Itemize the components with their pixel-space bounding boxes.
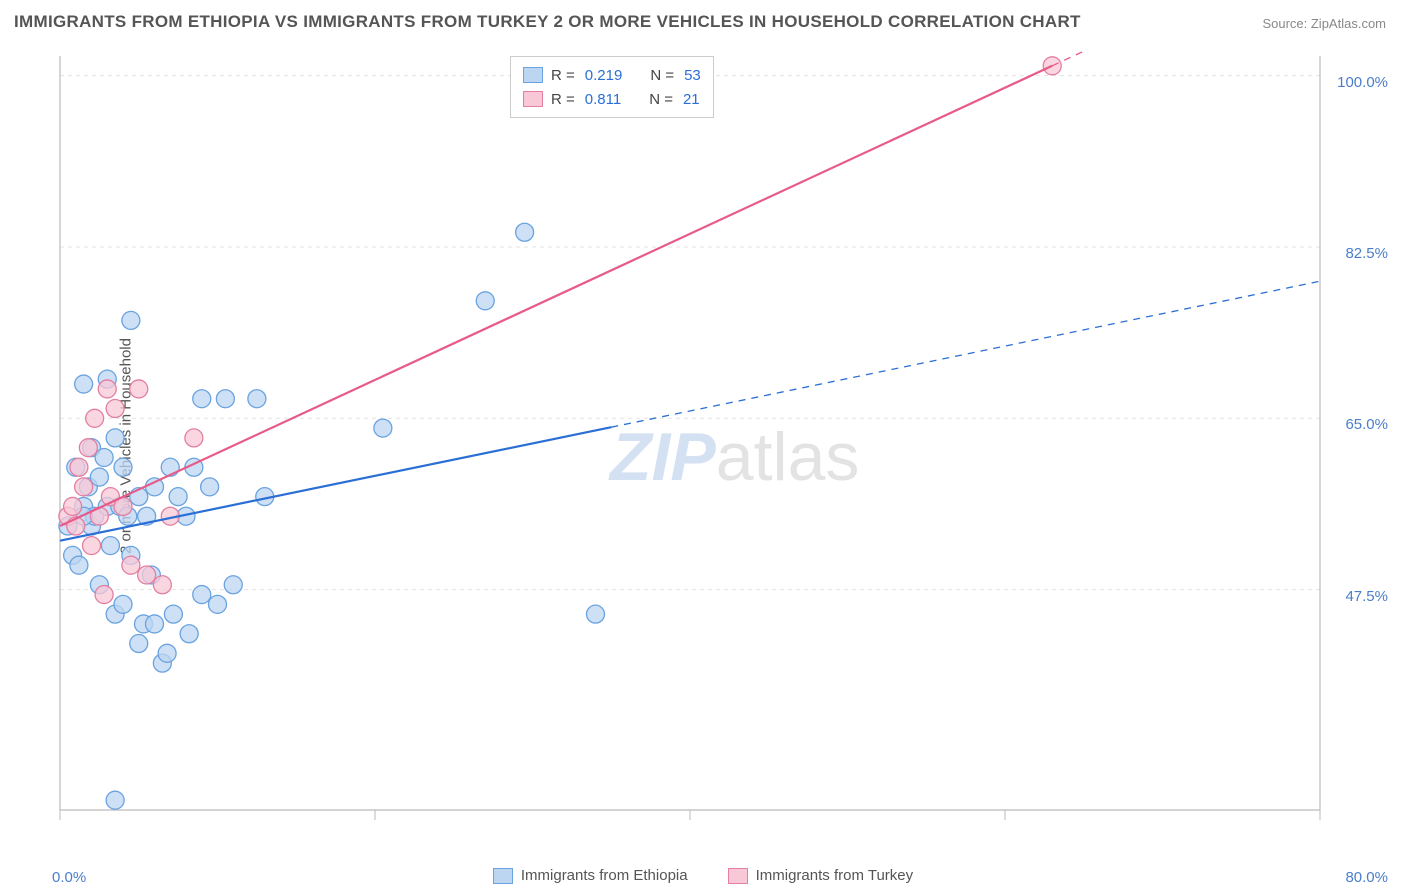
stats-legend: R = 0.219 N = 53 R = 0.811 N = 21	[510, 56, 714, 118]
r-label: R =	[551, 67, 575, 84]
y-tick-label: 100.0%	[1337, 74, 1388, 91]
n-value: 21	[683, 91, 700, 108]
r-label: R =	[551, 91, 575, 108]
legend-item-label: Immigrants from Ethiopia	[521, 867, 688, 884]
stats-legend-row: R = 0.219 N = 53	[523, 63, 701, 87]
legend-swatch-icon	[523, 67, 543, 83]
y-tick-label: 82.5%	[1345, 245, 1388, 262]
bottom-legend: Immigrants from Ethiopia Immigrants from…	[0, 867, 1406, 884]
r-value: 0.219	[585, 67, 623, 84]
n-label: N =	[649, 91, 673, 108]
r-value: 0.811	[585, 91, 621, 108]
plot-area: ZIPatlas	[50, 50, 1390, 850]
n-value: 53	[684, 67, 701, 84]
legend-swatch-icon	[523, 91, 543, 107]
legend-swatch-icon	[728, 868, 748, 884]
chart-container: IMMIGRANTS FROM ETHIOPIA VS IMMIGRANTS F…	[0, 0, 1406, 892]
legend-item: Immigrants from Turkey	[728, 867, 914, 884]
source-label: Source: ZipAtlas.com	[1262, 16, 1386, 31]
y-tick-label: 47.5%	[1345, 588, 1388, 605]
plot-svg: ZIPatlas	[50, 50, 1390, 850]
y-tick-label: 65.0%	[1345, 416, 1388, 433]
svg-text:ZIPatlas: ZIPatlas	[608, 419, 859, 495]
legend-item-label: Immigrants from Turkey	[756, 867, 914, 884]
legend-item: Immigrants from Ethiopia	[493, 867, 688, 884]
n-label: N =	[650, 67, 674, 84]
chart-title: IMMIGRANTS FROM ETHIOPIA VS IMMIGRANTS F…	[14, 12, 1081, 32]
legend-swatch-icon	[493, 868, 513, 884]
stats-legend-row: R = 0.811 N = 21	[523, 87, 701, 111]
